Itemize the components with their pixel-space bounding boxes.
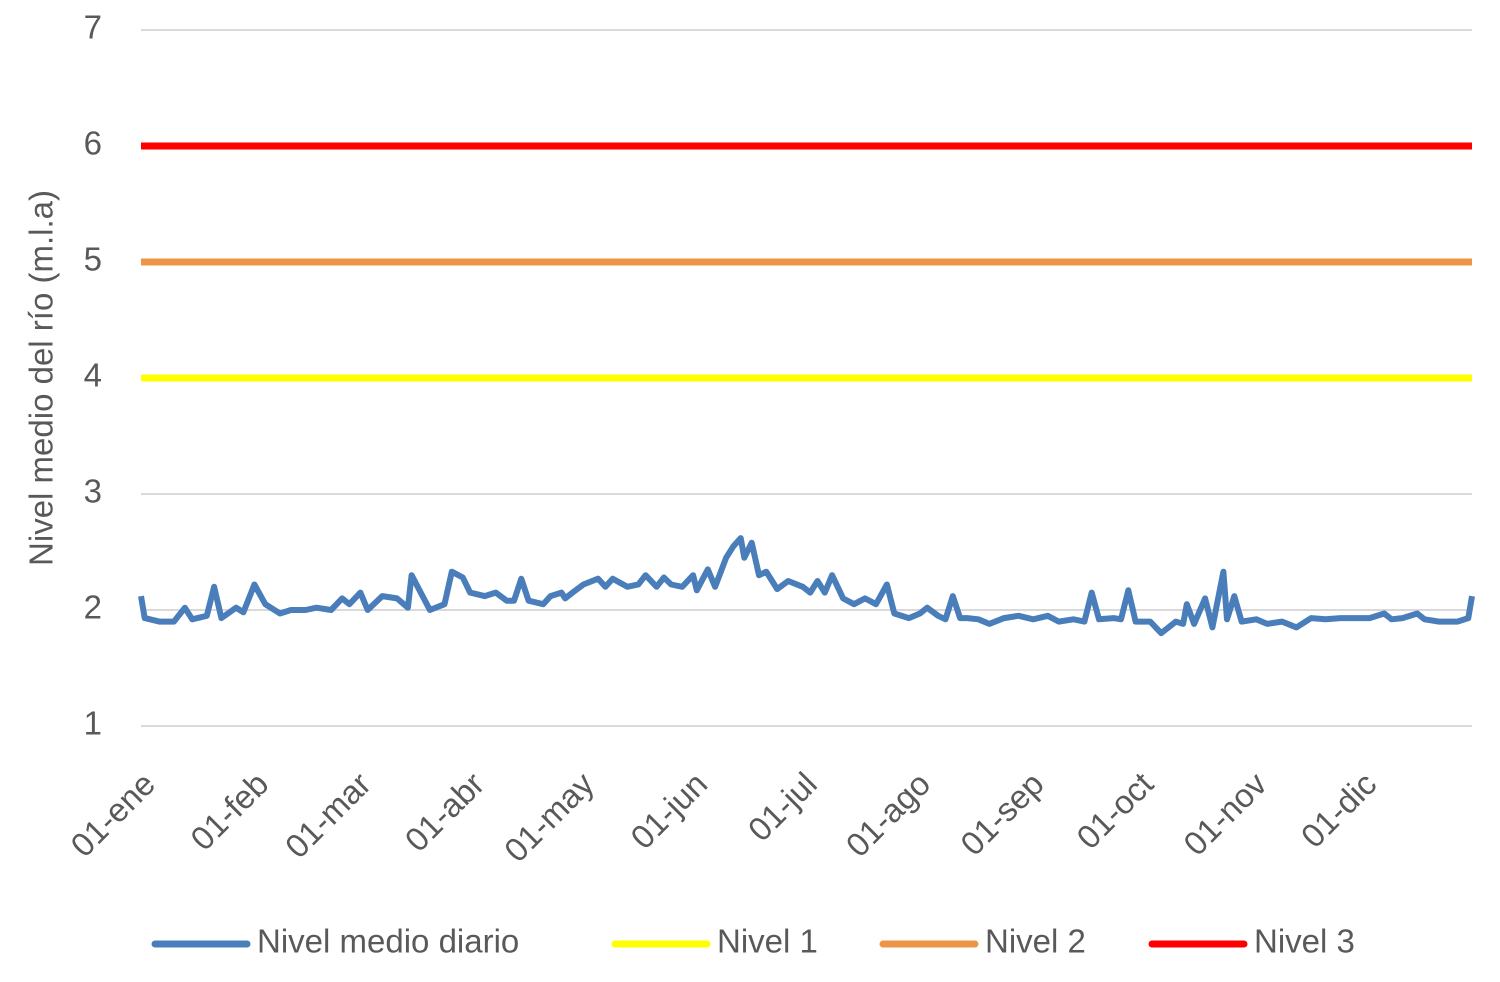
y-tick-label: 3 xyxy=(84,473,102,510)
y-tick-label: 2 xyxy=(84,589,102,626)
x-tick-label: 01-ago xyxy=(838,765,937,864)
x-tick-label: 01-jun xyxy=(623,765,714,856)
x-tick-label: 01-abr xyxy=(398,765,492,859)
y-tick-label: 6 xyxy=(84,125,102,162)
legend-label: Nivel 3 xyxy=(1254,923,1355,960)
x-tick-label: 01-mar xyxy=(278,765,378,865)
series-line xyxy=(138,535,1475,637)
x-tick-label: 01-ene xyxy=(63,765,162,864)
y-axis-title: Nivel medio del río (m.l.a) xyxy=(23,190,60,566)
y-tick-label: 1 xyxy=(84,705,102,742)
x-tick-label: 01-nov xyxy=(1176,765,1274,863)
x-tick-label: 01-jul xyxy=(741,765,824,848)
legend-label: Nivel 1 xyxy=(717,923,818,960)
x-tick-label: 01-sep xyxy=(953,765,1051,863)
x-tick-label: 01-dic xyxy=(1294,765,1384,855)
legend-label: Nivel medio diario xyxy=(257,923,519,960)
legend-label: Nivel 2 xyxy=(985,923,1086,960)
x-tick-label: 01-feb xyxy=(183,765,275,857)
x-tick-label: 01-may xyxy=(497,765,601,869)
y-tick-label: 5 xyxy=(84,241,102,278)
y-tick-label: 7 xyxy=(84,9,102,46)
x-tick-label: 01-oct xyxy=(1069,765,1160,856)
y-tick-label: 4 xyxy=(84,357,102,394)
